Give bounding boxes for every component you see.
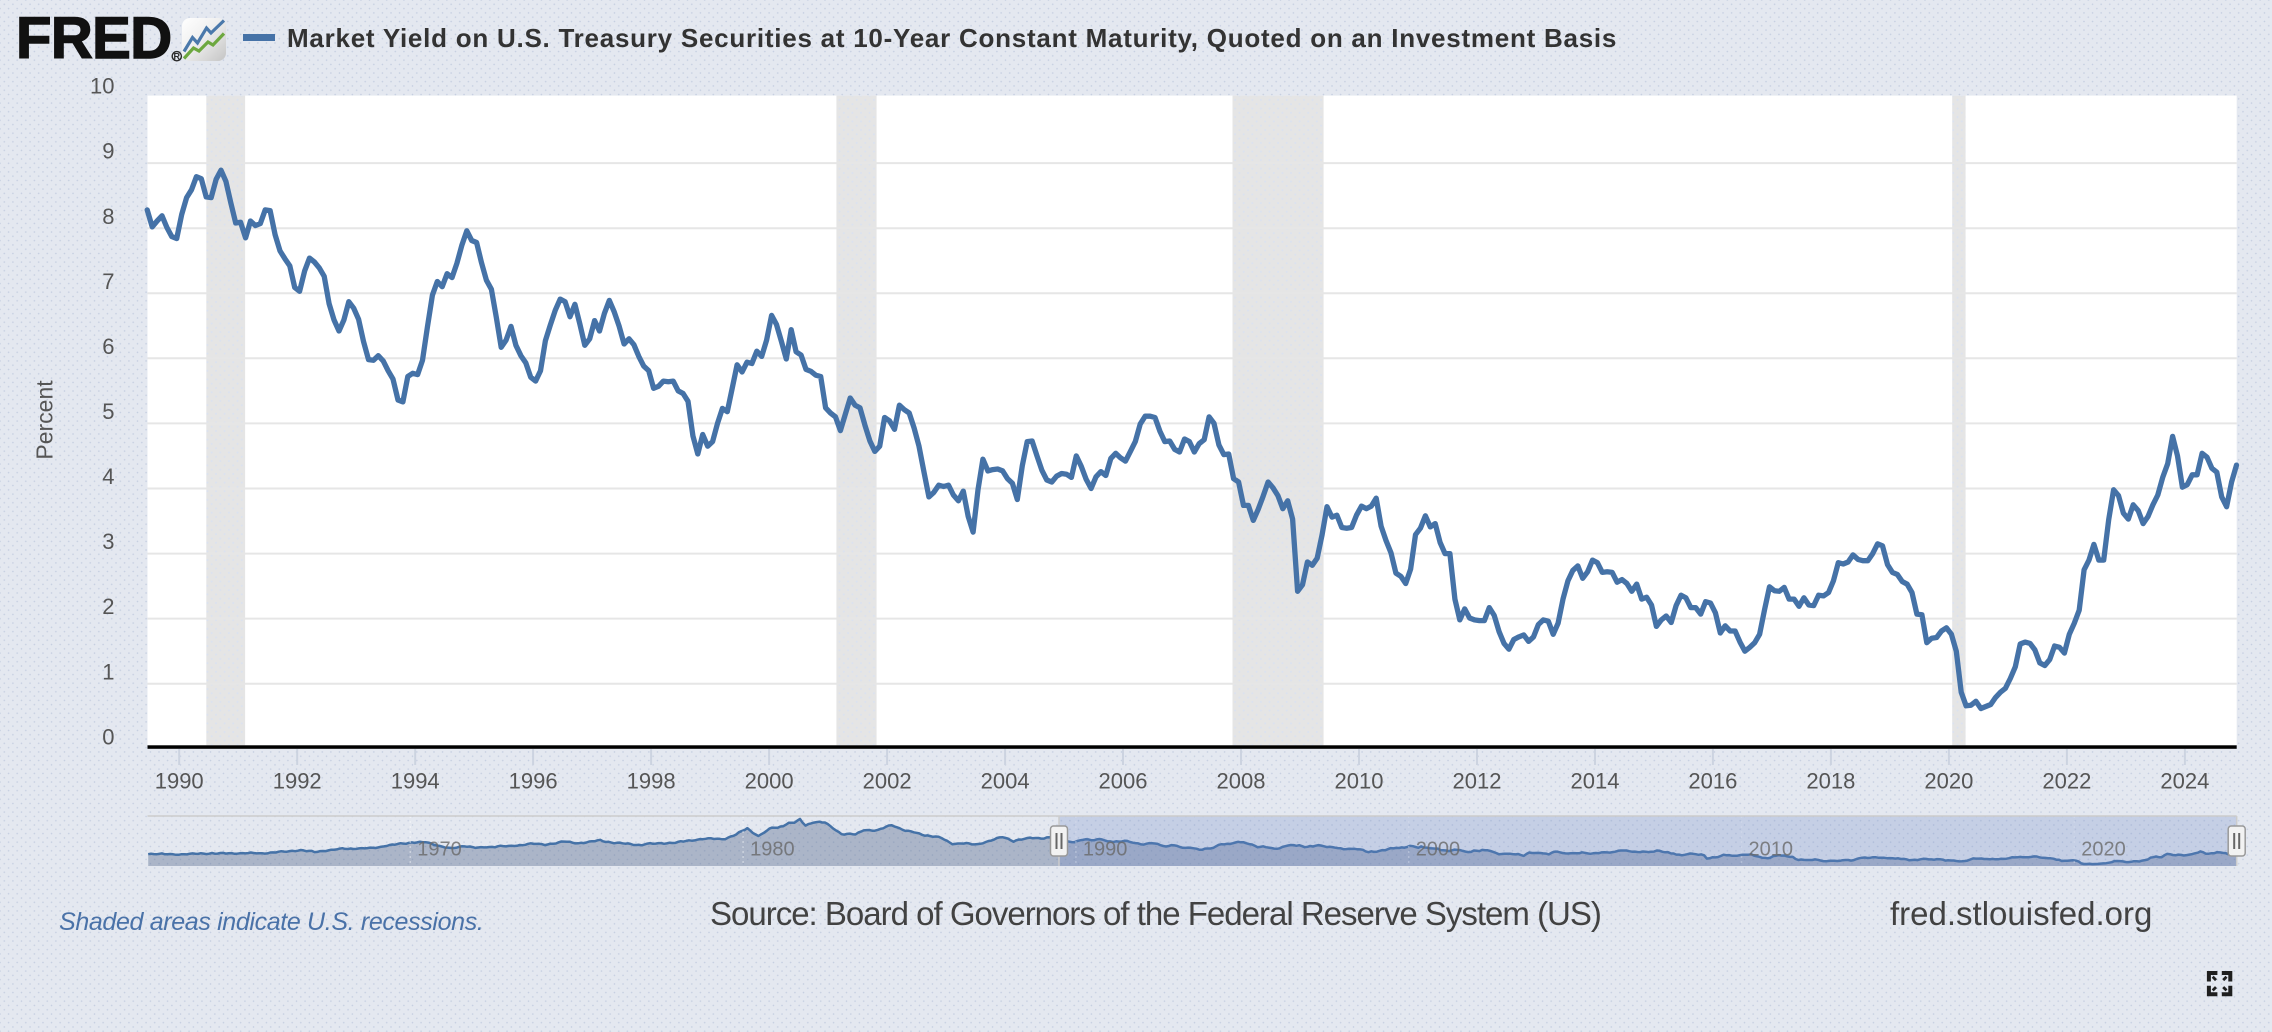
svg-text:2008: 2008 [1217, 768, 1266, 793]
svg-text:2014: 2014 [1571, 768, 1620, 793]
svg-text:1: 1 [102, 659, 114, 684]
svg-text:2000: 2000 [1416, 838, 1461, 860]
svg-text:10: 10 [90, 74, 114, 99]
svg-text:4: 4 [102, 464, 114, 489]
svg-text:2010: 2010 [1749, 838, 1794, 860]
svg-text:R: R [174, 51, 181, 61]
svg-text:6: 6 [102, 334, 114, 359]
svg-text:2022: 2022 [2042, 768, 2091, 793]
svg-text:2000: 2000 [745, 768, 794, 793]
svg-text:1992: 1992 [273, 768, 322, 793]
svg-text:1998: 1998 [627, 768, 676, 793]
svg-text:2020: 2020 [1924, 768, 1973, 793]
svg-text:1980: 1980 [750, 838, 795, 860]
svg-text:2: 2 [102, 594, 114, 619]
svg-text:9: 9 [102, 139, 114, 164]
svg-text:2024: 2024 [2160, 768, 2209, 793]
svg-text:2010: 2010 [1335, 768, 1384, 793]
svg-text:3: 3 [102, 529, 114, 554]
svg-text:2016: 2016 [1688, 768, 1737, 793]
svg-text:8: 8 [102, 204, 114, 229]
svg-text:1996: 1996 [509, 768, 558, 793]
svg-text:Percent: Percent [32, 380, 58, 460]
svg-text:7: 7 [102, 269, 114, 294]
svg-text:5: 5 [102, 399, 114, 424]
svg-text:1970: 1970 [417, 838, 462, 860]
svg-text:2006: 2006 [1099, 768, 1148, 793]
svg-text:2020: 2020 [2081, 838, 2126, 860]
svg-text:2012: 2012 [1453, 768, 1502, 793]
svg-text:2004: 2004 [981, 768, 1030, 793]
svg-text:1990: 1990 [1083, 838, 1128, 860]
svg-text:2018: 2018 [1806, 768, 1855, 793]
svg-text:2002: 2002 [863, 768, 912, 793]
svg-text:0: 0 [102, 724, 114, 749]
svg-text:1994: 1994 [391, 768, 440, 793]
svg-text:1990: 1990 [155, 768, 204, 793]
